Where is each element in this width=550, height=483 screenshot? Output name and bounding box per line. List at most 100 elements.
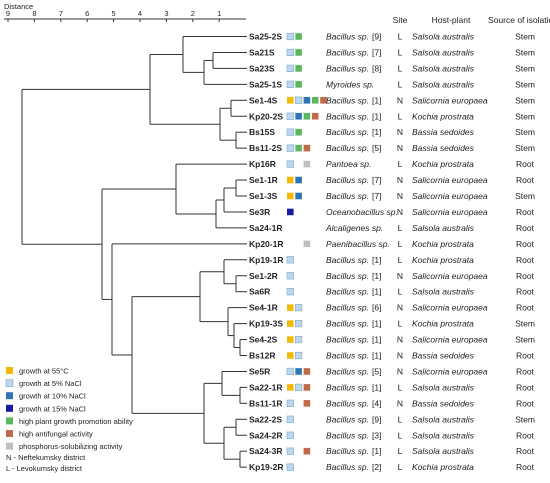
legend-label: high antifungal activity (19, 430, 93, 439)
isolate-count: [1] (372, 127, 381, 137)
isolation-source: Root (516, 303, 535, 313)
isolation-source: Root (516, 223, 535, 233)
isolation-source: Stem (515, 127, 535, 137)
strain-label: Kp20-1R (249, 239, 283, 249)
isolation-source: Root (516, 159, 535, 169)
host-plant: Salsola australis (412, 32, 475, 42)
isolate-count: [6] (372, 303, 381, 313)
distance-tick-label: 2 (191, 9, 195, 18)
strain-label: Se4-2S (249, 335, 278, 345)
host-plant: Salsola australis (412, 382, 475, 392)
host-plant: Bassia sedoides (412, 143, 475, 153)
species-name: Bacillus sp. (326, 175, 369, 185)
trait-marker-nacl5 (286, 463, 294, 471)
legend-label: phosphorus-solubilizing activity (19, 442, 123, 451)
isolation-source: Root (516, 255, 535, 265)
host-plant: Salicornia europaea (412, 191, 488, 201)
species-name: Bacillus sp. (326, 351, 369, 361)
legend-label: growth at 10% NaCl (19, 392, 86, 401)
trait-marker-nacl10 (295, 368, 302, 375)
legend-swatch-phosphorus (6, 442, 13, 450)
trait-marker-growthPromotion (311, 97, 319, 104)
isolate-count: [9] (372, 414, 381, 424)
host-plant: Salsola australis (412, 63, 475, 73)
species-name: Bacillus sp. (326, 414, 369, 424)
trait-marker-antifungal (303, 447, 311, 455)
host-plant: Salsola australis (412, 430, 475, 440)
species-name: Alcaligenes sp. (325, 223, 383, 233)
trait-marker-nacl5 (286, 128, 294, 136)
host-plant: Salicornia europaea (412, 271, 488, 281)
isolation-source: Root (516, 462, 535, 472)
site-code: L (398, 446, 403, 456)
trait-marker-phosphorus (303, 160, 311, 168)
isolation-source: Root (516, 239, 535, 249)
trait-marker-growth55 (287, 384, 294, 391)
species-name: Bacillus sp. (326, 95, 369, 105)
strain-label: Se3R (249, 207, 270, 217)
site-code: L (398, 47, 403, 57)
legend-label: growth at 5% NaCl (19, 379, 82, 388)
isolate-count: [1] (372, 255, 381, 265)
trait-marker-nacl5 (294, 304, 303, 312)
isolation-source: Root (516, 382, 535, 392)
isolate-count: [5] (372, 366, 381, 376)
strain-label: Se4-1R (249, 303, 278, 313)
isolation-source: Root (516, 430, 535, 440)
species-name: Bacillus sp. (326, 191, 369, 201)
trait-marker-growthPromotion (295, 81, 302, 88)
isolation-source: Root (516, 398, 535, 408)
host-plant: Salicornia europaea (412, 175, 488, 185)
host-plant: Salsola australis (412, 446, 475, 456)
trait-marker-nacl10 (295, 112, 302, 120)
isolation-source: Stem (515, 111, 535, 121)
trait-marker-nacl10 (303, 97, 311, 104)
host-plant: Kochia prostrata (412, 159, 474, 169)
isolation-source: Root (516, 446, 535, 456)
legend-swatch-antifungal (6, 430, 13, 437)
site-code: L (398, 430, 403, 440)
species-name: Bacillus sp. (326, 111, 369, 121)
species-name: Bacillus sp. (326, 255, 369, 265)
isolation-source: Stem (515, 414, 535, 424)
trait-marker-nacl5 (286, 399, 294, 407)
host-plant: Kochia prostrata (412, 319, 474, 329)
trait-marker-nacl5 (286, 32, 294, 41)
strain-label: Sa24-2R (249, 430, 283, 440)
trait-marker-nacl5 (286, 80, 294, 88)
strain-label: Bs11-1R (249, 398, 283, 408)
site-code: L (398, 414, 403, 424)
strain-label: Bs15S (249, 127, 275, 137)
isolate-count: [4] (372, 398, 381, 408)
isolation-source: Root (516, 287, 535, 297)
isolate-count: [7] (372, 47, 381, 57)
trait-marker-growthPromotion (303, 112, 311, 120)
site-code: N (397, 303, 403, 313)
site-code: L (398, 462, 403, 472)
strain-label: Kp16R (249, 159, 276, 169)
trait-marker-antifungal (303, 384, 311, 391)
legend-label: high plant growth promotion ability (19, 417, 133, 426)
trait-marker-growthPromotion (295, 49, 302, 56)
trait-marker-nacl5 (286, 272, 294, 280)
isolate-count: [1] (372, 319, 381, 329)
species-name: Bacillus sp. (326, 127, 369, 137)
host-plant: Salsola australis (412, 79, 475, 89)
isolation-source: Stem (515, 335, 535, 345)
species-name: Bacillus sp. (326, 32, 369, 42)
strain-label: Sa24-1R (249, 223, 283, 233)
species-name: Myroides sp. (326, 79, 374, 89)
isolation-source: Root (516, 207, 535, 217)
trait-marker-nacl5 (286, 144, 294, 152)
site-code: L (398, 63, 403, 73)
trait-marker-growth55 (287, 352, 294, 359)
isolate-count: [1] (372, 95, 381, 105)
strain-label: Sa25-2S (249, 32, 282, 42)
trait-marker-nacl5 (286, 48, 294, 57)
isolate-count: [1] (372, 287, 381, 297)
strain-label: Se1-3S (249, 191, 278, 201)
isolation-source: Root (516, 351, 535, 361)
strain-label: Sa25-1S (249, 79, 282, 89)
trait-marker-nacl5 (286, 447, 294, 455)
strain-label: Kp19-1R (249, 255, 283, 265)
